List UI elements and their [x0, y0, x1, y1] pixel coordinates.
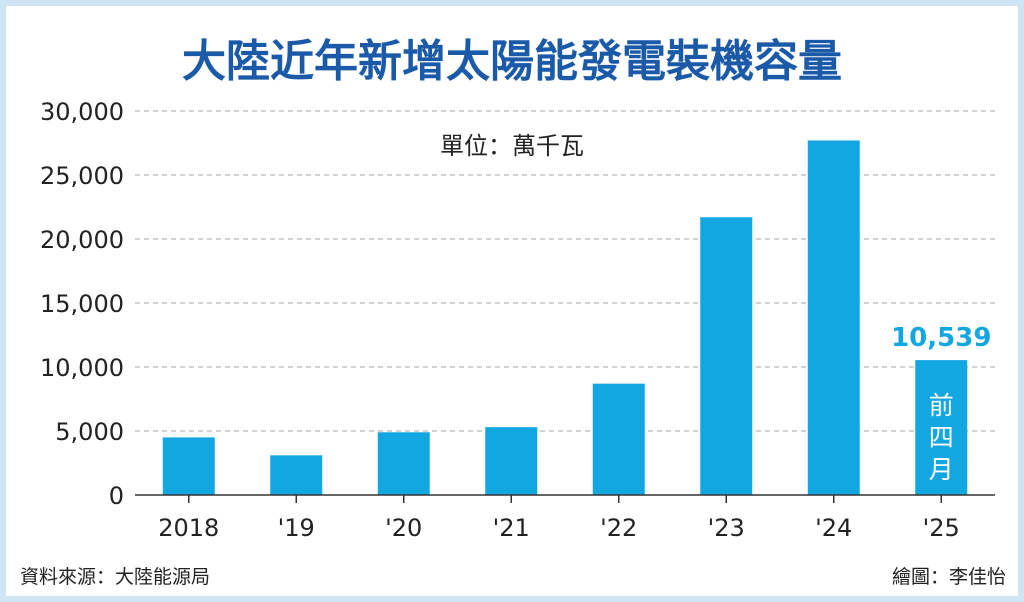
y-tick-label: 20,000	[40, 226, 124, 254]
bar	[915, 360, 968, 495]
data-label: 10,539	[891, 323, 991, 353]
y-tick-label: 0	[109, 482, 124, 510]
y-tick-label: 5,000	[55, 418, 124, 446]
bar	[162, 437, 215, 495]
source-note: 資料來源：大陸能源局	[20, 566, 210, 588]
y-tick-label: 30,000	[40, 98, 124, 126]
bar	[700, 217, 753, 496]
y-tick-label: 25,000	[40, 162, 124, 190]
x-tick-label: '20	[385, 514, 422, 542]
y-tick-label: 15,000	[40, 290, 124, 318]
bar	[377, 432, 430, 495]
bar-inner-label: 月	[929, 455, 954, 484]
x-tick-label: '25	[923, 514, 960, 542]
x-tick-label: '23	[708, 514, 745, 542]
annotations: 10,539 前四月	[891, 323, 991, 484]
x-tick-label: 2018	[158, 514, 219, 542]
x-tick-label: '19	[278, 514, 315, 542]
x-tick-label: '22	[600, 514, 637, 542]
bar-inner-label: 四	[929, 423, 954, 452]
y-axis-ticks: 0 5,000 10,000 15,000 20,000 25,000 30,000	[40, 98, 124, 510]
y-tick-label: 10,000	[40, 354, 124, 382]
unit-label: 單位：萬千瓦	[440, 132, 584, 160]
bar	[485, 427, 538, 495]
x-axis-ticks: 2018 '19 '20 '21 '22 '23 '24 '25	[158, 495, 960, 542]
bars	[162, 140, 968, 496]
x-tick-label: '21	[493, 514, 530, 542]
bar	[807, 140, 860, 495]
x-tick-label: '24	[815, 514, 852, 542]
bar	[592, 383, 645, 495]
chart-title: 大陸近年新增太陽能發電裝機容量	[182, 36, 842, 87]
credit-note: 繪圖：李佳怡	[892, 566, 1006, 588]
bar-inner-label: 前	[929, 391, 954, 420]
bar	[270, 455, 323, 495]
